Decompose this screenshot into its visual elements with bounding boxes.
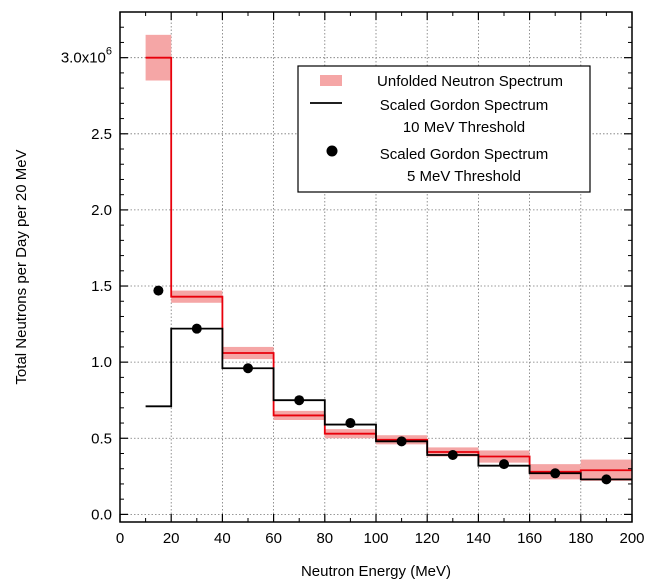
x-tick-label: 160 <box>517 530 542 547</box>
legend-swatch-band <box>320 75 342 86</box>
data-point <box>447 450 458 461</box>
data-point <box>294 395 305 406</box>
y-scale-factor: x10 <box>82 50 106 67</box>
legend-label-gordon-10mev-line2: 10 MeV Threshold <box>403 119 525 136</box>
y-scale-exponent: 6 <box>106 46 112 58</box>
data-point <box>243 363 253 374</box>
data-point <box>153 285 164 296</box>
x-tick-label: 80 <box>316 530 333 547</box>
y-tick-label: 1.5 <box>91 278 112 295</box>
data-point <box>396 436 407 447</box>
legend-box <box>297 65 591 193</box>
x-tick-label: 0 <box>116 530 124 547</box>
legend-label-unfolded: Unfolded Neutron Spectrum <box>377 73 563 90</box>
x-tick-label: 20 <box>163 530 180 547</box>
legend-label-gordon-5mev: Scaled Gordon Spectrum <box>380 146 548 163</box>
legend: Unfolded Neutron Spectrum Scaled Gordon S… <box>297 65 591 193</box>
y-tick-label: 0.0 <box>91 506 112 523</box>
legend-label-gordon-5mev-line2: 5 MeV Threshold <box>407 168 521 185</box>
x-axis-label: Neutron Energy (MeV) <box>301 563 451 580</box>
data-point <box>550 468 561 479</box>
x-tick-label: 200 <box>619 530 644 547</box>
x-tick-label: 100 <box>363 530 388 547</box>
data-point <box>345 418 356 429</box>
y-tick-label: 0.5 <box>91 430 112 447</box>
y-tick-label: 2.5 <box>91 126 112 143</box>
x-tick-label: 140 <box>466 530 491 547</box>
x-tick-label: 60 <box>265 530 282 547</box>
data-point <box>499 459 509 470</box>
axis-ticks: 0 20 40 60 80 100 120 140 160 180 200 0.0 0.5 1.0 1.5 2… <box>61 12 645 547</box>
y-tick-label: 2.0 <box>91 202 112 219</box>
x-tick-label: 180 <box>568 530 593 547</box>
plot-series <box>145 34 632 485</box>
y-tick-label: 3.0x106 <box>61 46 112 67</box>
data-point <box>601 474 612 485</box>
y-tick-label: 1.0 <box>91 354 112 371</box>
legend-swatch-point <box>326 145 338 157</box>
y-axis-label: Total Neutrons per Day per 20 MeV <box>13 149 30 384</box>
x-tick-label: 40 <box>214 530 231 547</box>
legend-label-gordon-10mev: Scaled Gordon Spectrum <box>380 97 548 114</box>
series-line-1 <box>145 327 632 481</box>
x-tick-label: 120 <box>415 530 440 547</box>
data-point <box>191 323 202 334</box>
